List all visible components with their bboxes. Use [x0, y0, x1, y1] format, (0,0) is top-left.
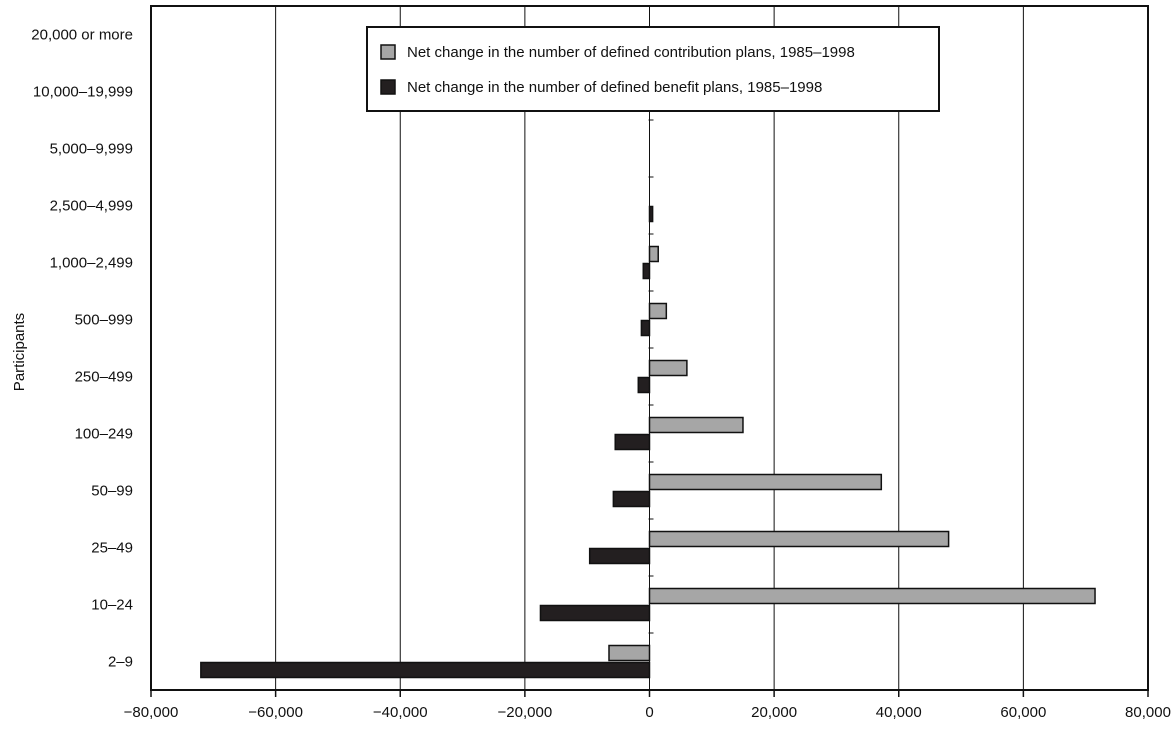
bar-defined-benefit [648, 205, 654, 223]
category-label: 1,000–2,499 [50, 255, 133, 272]
y-axis-label: Participants [11, 313, 28, 391]
category-label: 5,000–9,999 [50, 141, 133, 158]
category-label: 10–24 [91, 597, 133, 614]
x-tick-labels: −80,000 −60,000 −40,000 −20,000 0 20,000 40,00… [124, 704, 1171, 721]
x-tick-label: 80,000 [1125, 704, 1171, 721]
category-label: 25–49 [91, 540, 133, 557]
bar-defined-benefit [612, 490, 651, 508]
category-label: 20,000 or more [31, 27, 133, 44]
category-labels: 20,000 or more 10,000–19,999 5,000–9,999 2,… [31, 27, 133, 671]
bar-defined-contribution [648, 245, 659, 263]
category-label: 2–9 [108, 654, 133, 671]
x-tick-label: 20,000 [751, 704, 797, 721]
category-label: 2,500–4,999 [50, 198, 133, 215]
x-tick-label: −60,000 [248, 704, 303, 721]
legend-label: Net change in the number of defined bene… [407, 79, 822, 96]
axes [150, 5, 1149, 697]
legend-swatch [380, 44, 396, 60]
x-tick-label: −40,000 [373, 704, 428, 721]
bar-defined-contribution [648, 530, 950, 548]
x-tick-label: −80,000 [124, 704, 179, 721]
category-label: 500–999 [75, 312, 133, 329]
bar-defined-benefit [200, 661, 651, 679]
bar-defined-contribution [648, 587, 1096, 605]
legend: Net change in the number of defined cont… [366, 26, 940, 112]
legend-box [366, 26, 940, 112]
category-label: 50–99 [91, 483, 133, 500]
legend-swatch [380, 79, 396, 95]
bar-defined-benefit [588, 547, 651, 565]
bar-defined-benefit [539, 604, 651, 622]
category-label: 10,000–19,999 [33, 84, 133, 101]
bars [200, 205, 1096, 679]
legend-label: Net change in the number of defined cont… [407, 44, 855, 61]
bar-defined-benefit [640, 319, 651, 337]
bar-defined-benefit [614, 433, 651, 451]
x-tick-label: 40,000 [876, 704, 922, 721]
x-tick-label: 60,000 [1000, 704, 1046, 721]
bar-defined-contribution [608, 644, 651, 662]
bar-defined-benefit [642, 262, 651, 280]
bar-defined-contribution [648, 302, 668, 320]
bar-defined-benefit [637, 376, 651, 394]
category-label: 250–499 [75, 369, 133, 386]
bar-defined-contribution [648, 416, 744, 434]
bar-defined-contribution [648, 473, 883, 491]
x-tick-label: 0 [645, 704, 653, 721]
bar-defined-contribution [648, 359, 688, 377]
category-label: 100–249 [75, 426, 133, 443]
x-tick-label: −20,000 [498, 704, 553, 721]
